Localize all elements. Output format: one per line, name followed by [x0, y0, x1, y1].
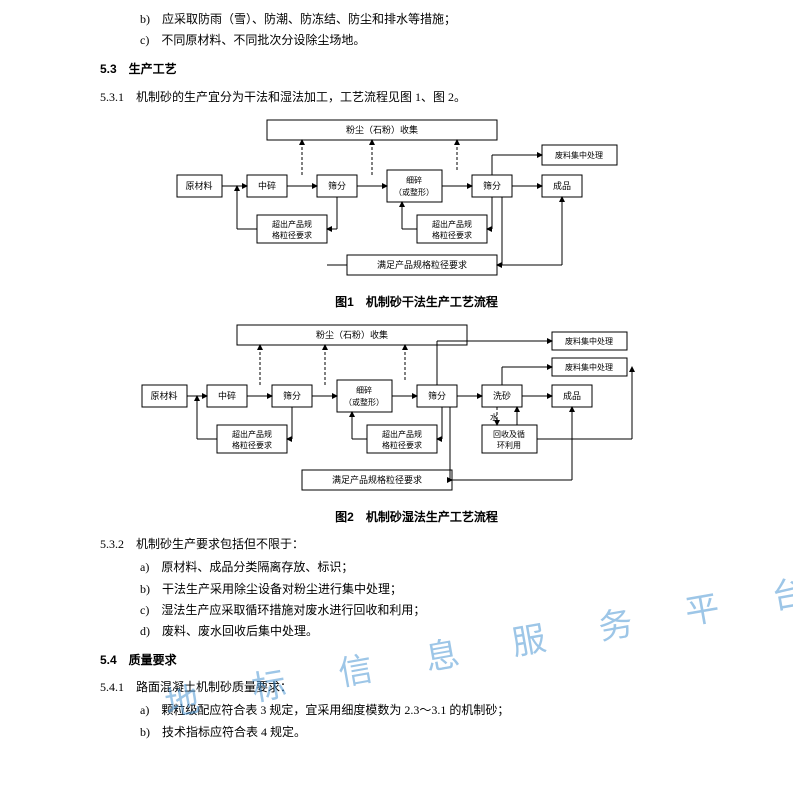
- figure-2-caption: 图2 机制砂湿法生产工艺流程: [100, 508, 733, 527]
- svg-text:原材料: 原材料: [185, 180, 212, 191]
- item-5-3-1: 5.3.1 机制砂的生产宜分为干法和湿法加工，工艺流程见图 1、图 2。: [100, 88, 733, 107]
- req-5-3-2-b: b) 干法生产采用除尘设备对粉尘进行集中处理；: [140, 580, 733, 599]
- svg-text:筛分: 筛分: [482, 180, 500, 191]
- svg-text:废料集中处理: 废料集中处理: [565, 336, 613, 346]
- svg-text:超出产品规: 超出产品规: [432, 219, 472, 229]
- svg-text:（或整形）: （或整形）: [394, 187, 434, 197]
- req-5-3-2-c: c) 湿法生产应采取循环措施对废水进行回收和利用；: [140, 601, 733, 620]
- svg-text:细碎: 细碎: [406, 175, 422, 185]
- req-5-3-2-d: d) 废料、废水回收后集中处理。: [140, 622, 733, 641]
- item-5-4-1: 5.4.1 路面混凝土机制砂质量要求：: [100, 678, 733, 697]
- figure-1-caption: 图1 机制砂干法生产工艺流程: [100, 293, 733, 312]
- svg-text:粉尘（石粉）收集: 粉尘（石粉）收集: [315, 329, 387, 340]
- heading-5-3: 5.3 生产工艺: [100, 60, 733, 79]
- svg-text:粉尘（石粉）收集: 粉尘（石粉）收集: [345, 124, 417, 135]
- svg-text:筛分: 筛分: [427, 390, 445, 401]
- svg-text:回收及循: 回收及循: [493, 429, 525, 439]
- svg-text:（或整形）: （或整形）: [344, 397, 384, 407]
- req-5-3-2-a: a) 原材料、成品分类隔离存放、标识；: [140, 558, 733, 577]
- figure-1-flowchart: 粉尘（石粉）收集 原材料 中碎 筛分 细碎 （或整形） 筛分 成品 废料集中处理…: [157, 115, 677, 285]
- list-item-b: b) 应采取防雨（雪）、防潮、防冻结、防尘和排水等措施；: [140, 10, 733, 29]
- heading-5-4: 5.4 质量要求: [100, 651, 733, 670]
- req-5-4-1-a: a) 颗粒级配应符合表 3 规定，宜采用细度模数为 2.3～3.1 的机制砂；: [140, 701, 733, 720]
- svg-text:超出产品规: 超出产品规: [272, 219, 312, 229]
- svg-text:洗砂: 洗砂: [492, 390, 510, 401]
- svg-text:细碎: 细碎: [356, 385, 372, 395]
- svg-text:满足产品规格粒径要求: 满足产品规格粒径要求: [331, 474, 421, 485]
- svg-text:筛分: 筛分: [282, 390, 300, 401]
- req-5-4-1-b: b) 技术指标应符合表 4 规定。: [140, 723, 733, 742]
- svg-text:格粒径要求: 格粒径要求: [272, 230, 312, 240]
- svg-text:超出产品规: 超出产品规: [382, 429, 422, 439]
- item-5-3-2: 5.3.2 机制砂生产要求包括但不限于：: [100, 535, 733, 554]
- svg-text:满足产品规格粒径要求: 满足产品规格粒径要求: [376, 259, 466, 270]
- svg-text:原材料: 原材料: [150, 390, 177, 401]
- svg-text:中碎: 中碎: [257, 180, 275, 191]
- svg-text:格粒径要求: 格粒径要求: [382, 440, 422, 450]
- list-item-c: c) 不同原材料、不同批次分设除尘场地。: [140, 31, 733, 50]
- svg-text:成品: 成品: [552, 180, 570, 191]
- svg-text:成品: 成品: [562, 390, 580, 401]
- svg-text:废料集中处理: 废料集中处理: [565, 362, 613, 372]
- svg-text:格粒径要求: 格粒径要求: [432, 230, 472, 240]
- svg-text:超出产品规: 超出产品规: [232, 429, 272, 439]
- svg-text:格粒径要求: 格粒径要求: [232, 440, 272, 450]
- svg-text:筛分: 筛分: [327, 180, 345, 191]
- figure-2-flowchart: 粉尘（石粉）收集 原材料 中碎 筛分 细碎 （或整形） 筛分 洗砂 成品 废料集…: [132, 320, 702, 500]
- svg-text:环利用: 环利用: [497, 440, 521, 450]
- svg-text:废料集中处理: 废料集中处理: [555, 150, 603, 160]
- svg-text:中碎: 中碎: [217, 390, 235, 401]
